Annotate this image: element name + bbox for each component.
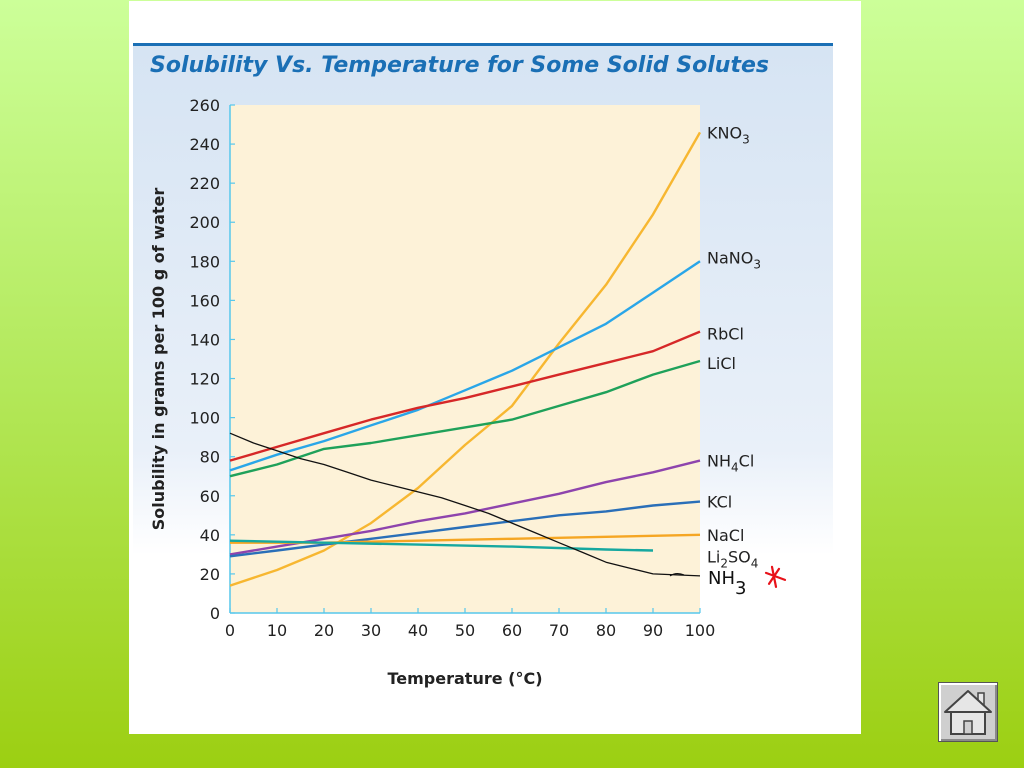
y-tick-label: 80: [200, 448, 220, 467]
y-tick-label: 140: [189, 330, 220, 349]
x-tick-label: 100: [685, 621, 716, 640]
series-line-licl: [229, 359, 701, 478]
series-label-part: NaCl: [707, 526, 744, 545]
x-tick-label: 30: [361, 621, 381, 640]
slide-panel: Solubility Vs. Temperature for Some Soli…: [129, 1, 861, 734]
series-label-kno3: KNO3: [707, 123, 750, 146]
title-rule: [133, 43, 833, 46]
nh3-annotation: NH3: [229, 432, 787, 599]
x-tick-label: 80: [596, 621, 616, 640]
house-icon: [944, 690, 992, 735]
y-tick-label: 0: [210, 604, 220, 623]
series-label-part: KNO: [707, 123, 742, 142]
series-label-part: Li: [707, 547, 720, 566]
annotation-curve: [229, 432, 701, 577]
series-label-part: 3: [742, 132, 750, 146]
y-tick-label: 240: [189, 135, 220, 154]
series-line-kcl: [229, 500, 701, 558]
series-line-li2so4: [229, 539, 654, 552]
annotation-subscript: 3: [735, 578, 746, 599]
annotation-star-mark: [764, 565, 787, 588]
y-tick-label: 220: [189, 174, 220, 193]
series-line-nano3: [229, 260, 701, 472]
series-label-part: Cl: [739, 452, 755, 471]
series-label-nano3: NaNO3: [707, 248, 761, 271]
x-tick-label: 90: [643, 621, 663, 640]
x-tick-label: 10: [267, 621, 287, 640]
series-label-part: 4: [751, 556, 759, 570]
series-label-part: RbCl: [707, 325, 744, 344]
series-label-part: 4: [731, 461, 739, 475]
series-label-li2so4: Li2SO4: [707, 547, 758, 570]
series-label-part: SO: [728, 547, 751, 566]
y-tick-label: 180: [189, 252, 220, 271]
chart: Solubility Vs. Temperature for Some Soli…: [133, 43, 833, 699]
x-tick-label: 60: [502, 621, 522, 640]
x-tick-label: 0: [225, 621, 235, 640]
annotation-label: NH3: [708, 568, 746, 599]
y-tick-label: 60: [200, 487, 220, 506]
y-tick-label: 260: [189, 96, 220, 115]
series-label-part: 2: [720, 556, 728, 570]
series-label-part: NH: [707, 452, 731, 471]
y-axis-label: Solubility in grams per 100 g of water: [149, 188, 168, 531]
annotation-text: NH: [708, 568, 735, 589]
series-line-rbcl: [229, 330, 701, 462]
y-tick-label: 120: [189, 370, 220, 389]
y-tick-label: 160: [189, 291, 220, 310]
series-label-rbcl: RbCl: [707, 325, 744, 344]
axes: 0 20 40 60 80 100 120 140 160 180 200 220 240 260 0 10 2…: [189, 96, 715, 640]
x-tick-label: 70: [549, 621, 569, 640]
series-label-part: LiCl: [707, 354, 736, 373]
y-tick-label: 200: [189, 213, 220, 232]
chart-title: Solubility Vs. Temperature for Some Soli…: [150, 53, 769, 78]
home-button[interactable]: [938, 682, 998, 742]
series-line-kno3: [229, 131, 702, 587]
series-label-part: KCl: [707, 493, 732, 512]
series-label-kcl: KCl: [707, 493, 732, 512]
x-tick-label: 40: [408, 621, 428, 640]
series-label-nh4cl: NH4Cl: [707, 452, 754, 475]
y-tick-label: 20: [200, 565, 220, 584]
series-label-part: NaNO: [707, 248, 753, 267]
series-lines: [229, 131, 702, 587]
y-tick-label: 40: [200, 526, 220, 545]
x-tick-label: 50: [455, 621, 475, 640]
series-label-nacl: NaCl: [707, 526, 744, 545]
x-tick-label: 20: [314, 621, 334, 640]
series-label-part: 3: [753, 257, 761, 271]
y-tick-label: 100: [189, 409, 220, 428]
x-axis-label: Temperature (°C): [387, 669, 542, 688]
series-label-licl: LiCl: [707, 354, 736, 373]
annotation-tail: [669, 573, 685, 577]
